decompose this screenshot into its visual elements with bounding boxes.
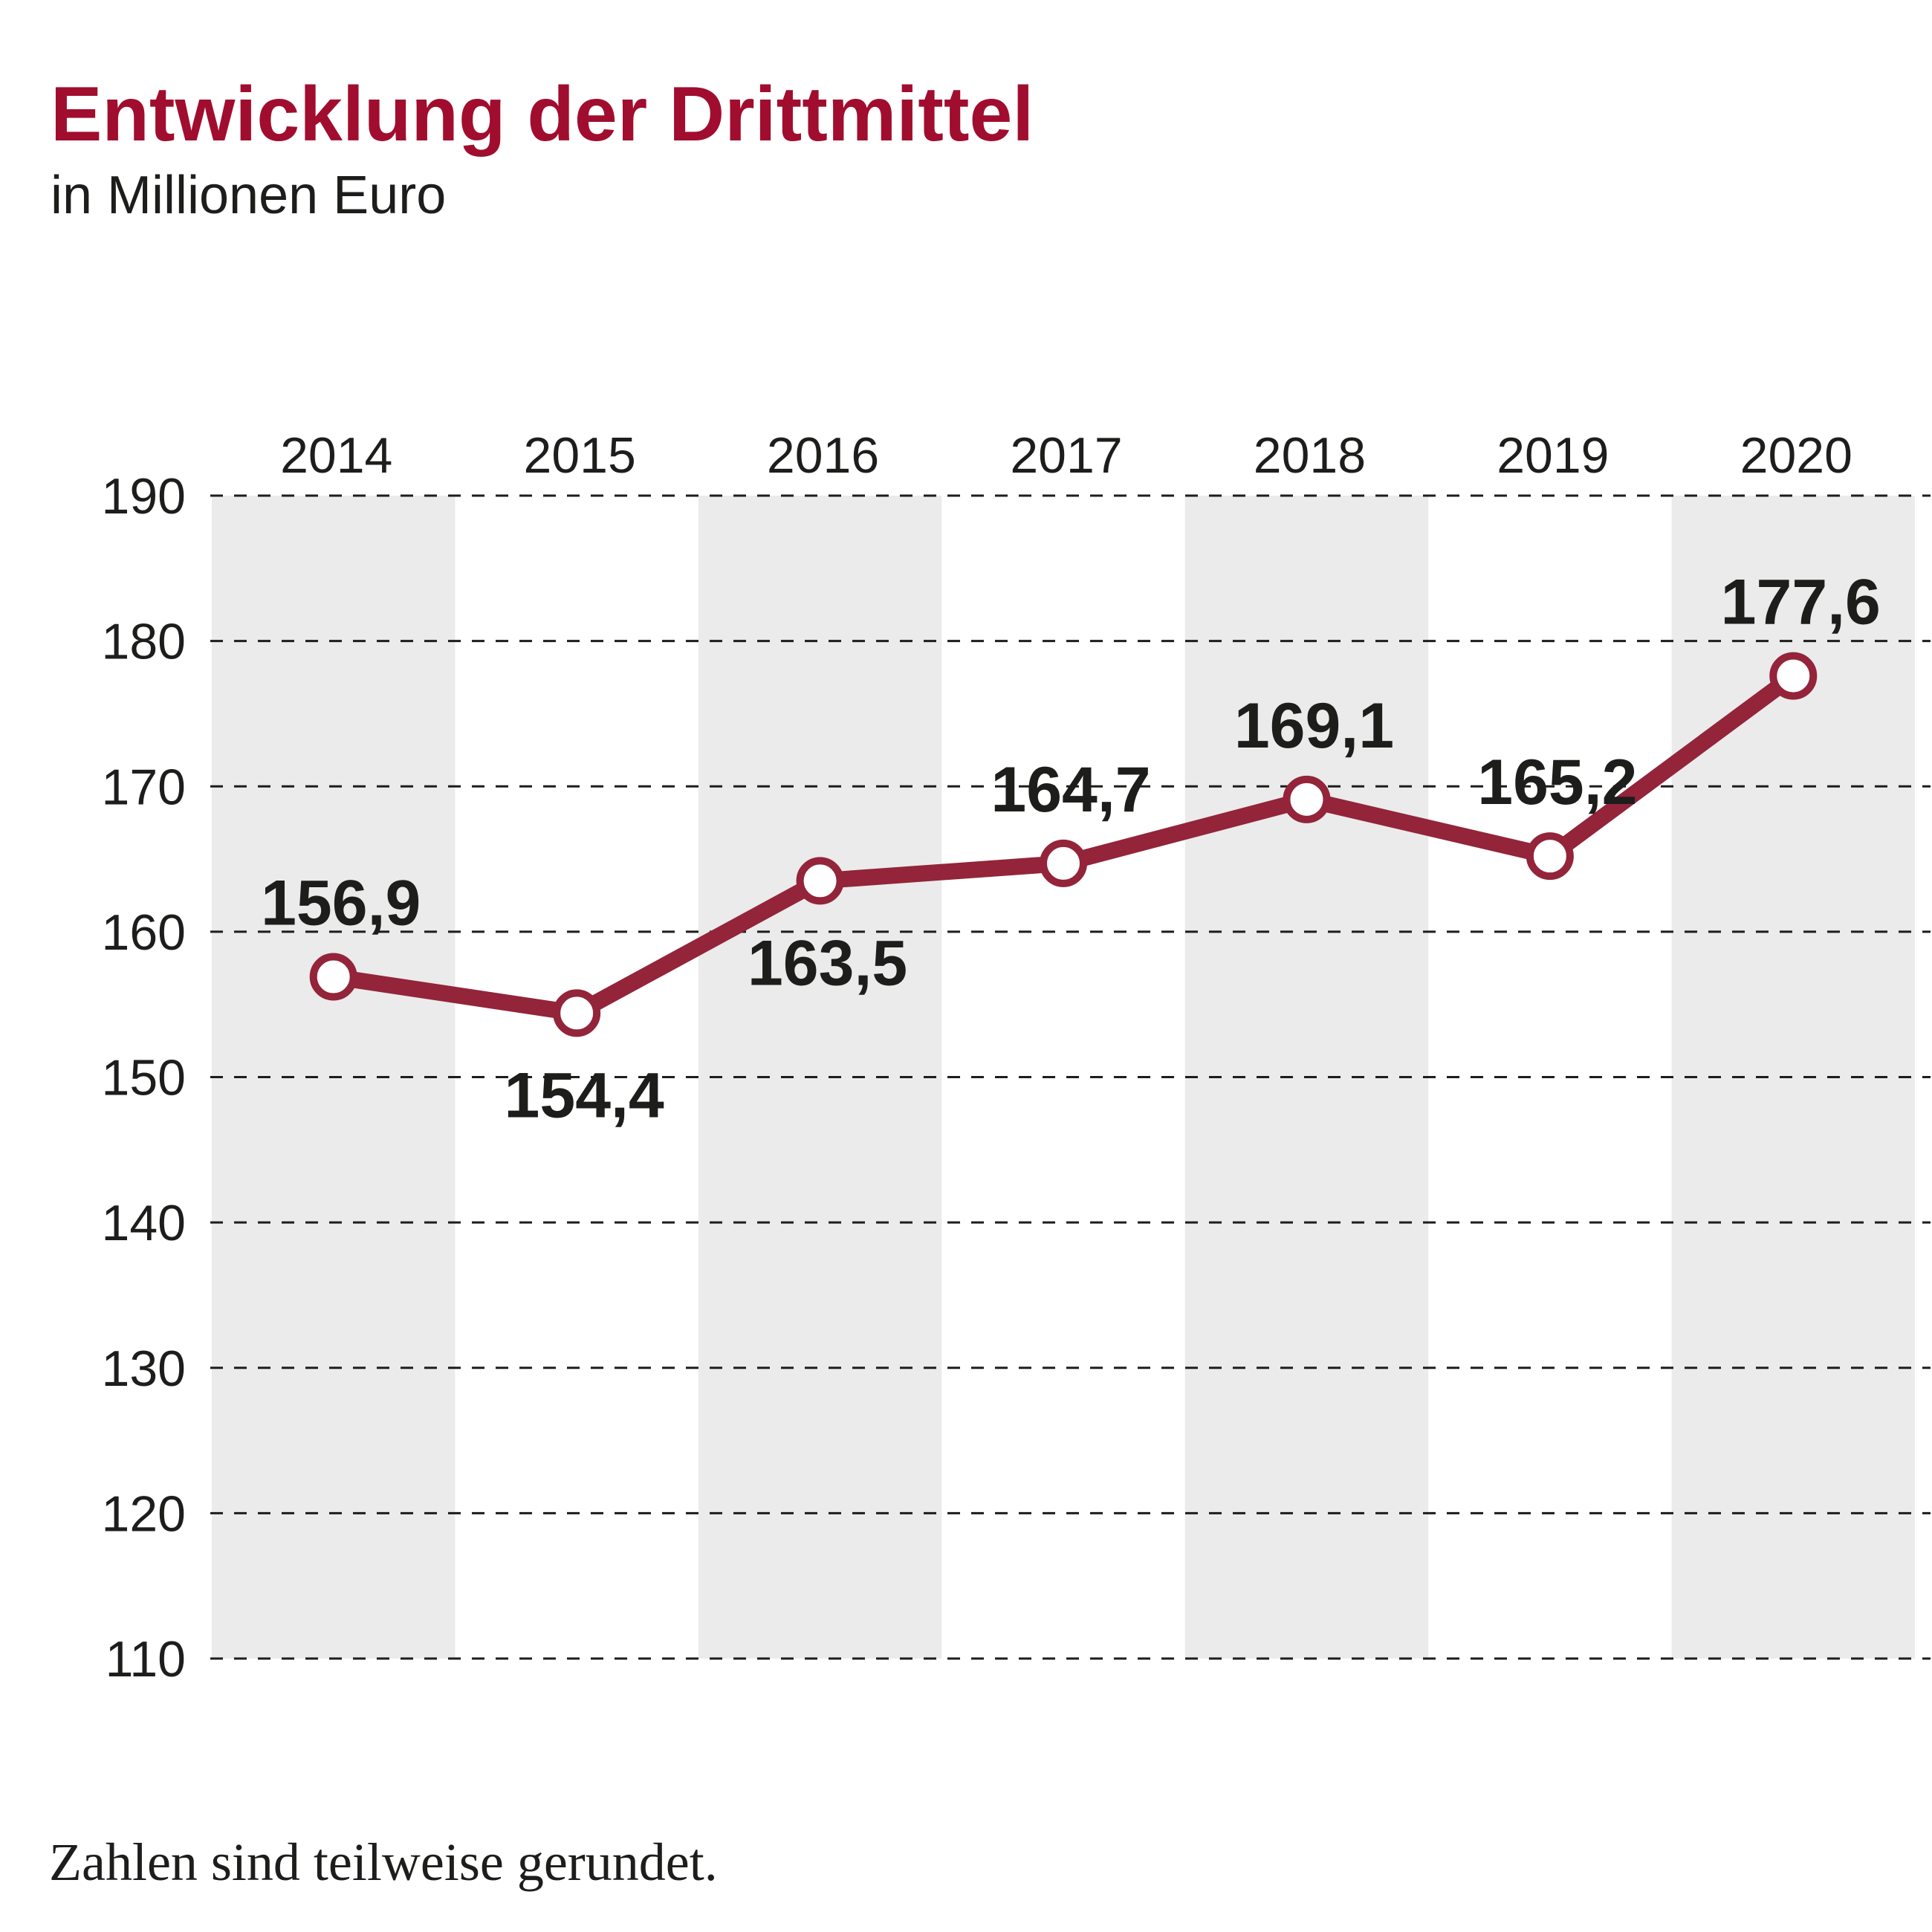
- data-point-marker: [796, 857, 844, 905]
- x-tick-labels: 2014 2015 2016 2017 2018 2019 2020: [280, 427, 1852, 484]
- y-tick-label: 110: [106, 1631, 186, 1688]
- data-label: 165,2: [1477, 747, 1637, 818]
- data-point-marker: [309, 953, 357, 1001]
- data-label: 177,6: [1721, 567, 1881, 638]
- gridlines: [210, 494, 1931, 1660]
- footnote: Zahlen sind teilweise gerundet.: [49, 1832, 718, 1892]
- y-tick-label: 170: [102, 759, 186, 815]
- x-tick-label: 2018: [1254, 427, 1366, 484]
- x-tick-label: 2015: [524, 427, 636, 484]
- y-tick-label: 120: [102, 1485, 186, 1542]
- data-label: 164,7: [991, 754, 1150, 826]
- data-label: 169,1: [1234, 690, 1394, 762]
- y-tick-label: 180: [102, 614, 186, 670]
- data-point-marker: [1769, 652, 1818, 700]
- data-point-marker: [553, 989, 601, 1037]
- data-labels: 156,9 154,4 163,5 164,7 169,1 165,2 177,6: [261, 567, 1881, 1132]
- y-tick-label: 130: [102, 1341, 186, 1397]
- x-tick-label: 2017: [1010, 427, 1122, 484]
- x-tick-label: 2014: [280, 427, 392, 484]
- y-tick-labels: 110 120 130 140 150 160 170 180 190: [102, 468, 186, 1688]
- chart-title: Entwicklung der Drittmittel: [51, 71, 1034, 158]
- y-tick-label: 140: [102, 1195, 186, 1251]
- data-label: 154,4: [505, 1060, 664, 1131]
- x-tick-label: 2020: [1740, 427, 1852, 484]
- x-tick-label: 2019: [1497, 427, 1609, 484]
- data-point-marker: [1526, 832, 1574, 881]
- data-point-marker: [1283, 775, 1331, 823]
- data-label: 163,5: [748, 927, 907, 999]
- data-label: 156,9: [261, 868, 421, 939]
- y-tick-label: 150: [102, 1050, 186, 1106]
- x-tick-label: 2016: [767, 427, 879, 484]
- chart-subtitle: in Millionen Euro: [51, 166, 447, 225]
- y-tick-label: 160: [102, 904, 186, 961]
- column-bands: [212, 496, 1915, 1659]
- data-point-marker: [1040, 839, 1087, 887]
- data-series: [309, 652, 1818, 1037]
- y-tick-label: 190: [102, 468, 186, 525]
